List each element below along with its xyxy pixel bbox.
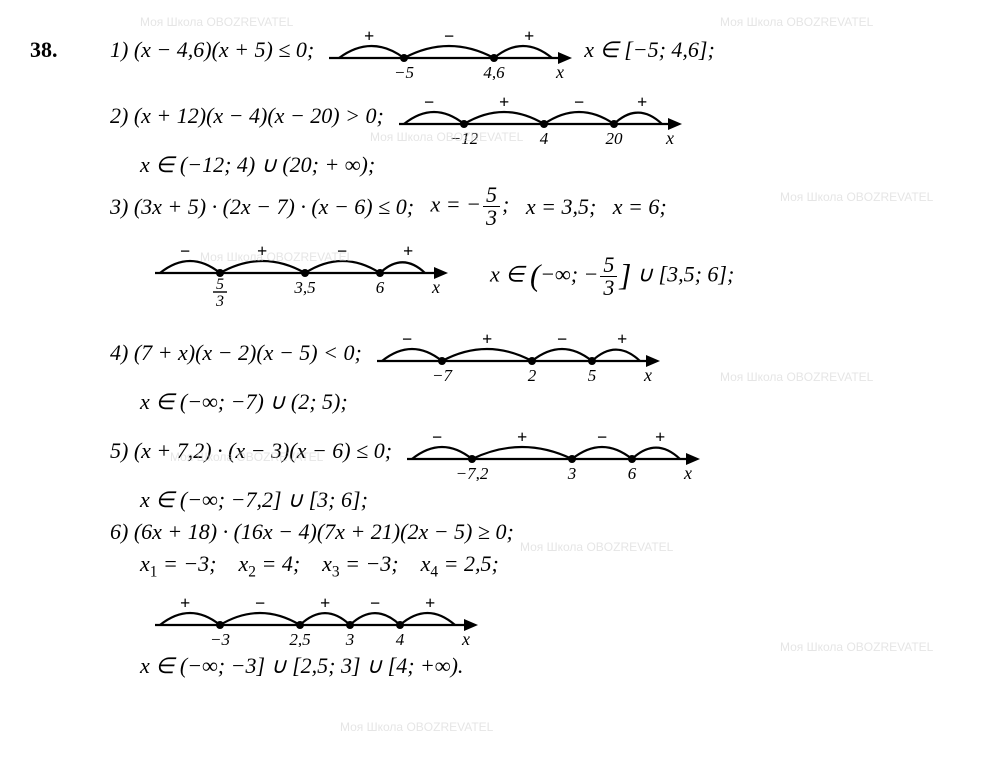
svg-text:−: −	[370, 593, 381, 613]
svg-text:−7: −7	[432, 366, 453, 383]
watermark: Моя Школа OBOZREVATEL	[340, 720, 493, 734]
svg-text:−: −	[597, 427, 608, 447]
svg-text:6: 6	[628, 464, 637, 481]
p5-chart: −7,2 3 6 − + − + x	[402, 421, 702, 481]
p3-num: 3)	[110, 194, 128, 220]
svg-text:−: −	[255, 593, 266, 613]
p4-answer: x ∈ (−∞; −7) ∪ (2; 5);	[140, 389, 348, 415]
svg-text:−: −	[401, 329, 412, 349]
svg-text:3,5: 3,5	[293, 278, 315, 297]
svg-text:x: x	[643, 365, 652, 383]
svg-text:−: −	[180, 241, 191, 261]
p3-root1: x = −53;	[431, 184, 510, 229]
svg-text:+: +	[257, 241, 267, 261]
p3-root3: x = 6;	[613, 194, 667, 220]
p1-num: 1)	[110, 37, 128, 63]
svg-text:−3: −3	[210, 630, 230, 647]
svg-text:+: +	[180, 593, 190, 613]
svg-text:+: +	[655, 427, 665, 447]
svg-text:−: −	[573, 92, 584, 112]
svg-text:−12: −12	[450, 129, 479, 146]
svg-text:4: 4	[540, 129, 549, 146]
svg-text:x: x	[683, 463, 692, 481]
svg-text:3: 3	[215, 293, 224, 310]
p4-num: 4)	[110, 340, 128, 366]
svg-text:4,6: 4,6	[484, 63, 506, 80]
svg-text:−7,2: −7,2	[456, 464, 489, 481]
p4-expr: (7 + x)(x − 2)(x − 5) < 0;	[134, 340, 362, 366]
svg-text:2: 2	[528, 366, 537, 383]
svg-text:4: 4	[396, 630, 405, 647]
svg-text:−: −	[337, 241, 348, 261]
p1-chart: −5 4,6 + − + x	[324, 20, 574, 80]
p6-root: x3 = −3;	[322, 551, 399, 581]
p1-expr: (x − 4,6)(x + 5) ≤ 0;	[134, 37, 314, 63]
p6-root: x2 = 4;	[239, 551, 301, 581]
p1-answer: x ∈ [−5; 4,6];	[584, 37, 715, 63]
p6-roots: x1 = −3; x2 = 4; x3 = −3; x4 = 2,5;	[140, 551, 969, 581]
p3-answer: x ∈ (−∞; −53] ∪ [3,5; 6];	[490, 254, 734, 299]
p5-expr: (x + 7,2) · (x − 3)(x − 6) ≤ 0;	[134, 438, 392, 464]
p6-num: 6)	[110, 519, 128, 545]
svg-text:+: +	[403, 241, 413, 261]
p6-expr: (6x + 18) · (16x − 4)(7x + 21)(2x − 5) ≥…	[134, 519, 514, 545]
svg-text:x: x	[461, 629, 470, 647]
svg-text:−5: −5	[394, 63, 414, 80]
svg-text:+: +	[617, 329, 627, 349]
svg-text:20: 20	[605, 129, 623, 146]
p3-chart: 53 3,5 6 − + − + x	[150, 235, 450, 317]
p6-chart: −3 2,5 3 4 + − + − + x	[150, 587, 480, 647]
svg-text:+: +	[517, 427, 527, 447]
p6-root: x4 = 2,5;	[421, 551, 499, 581]
p5-answer: x ∈ (−∞; −7,2] ∪ [3; 6];	[140, 487, 368, 513]
svg-text:+: +	[364, 26, 374, 46]
svg-text:+: +	[524, 26, 534, 46]
problem-number: 38.	[30, 37, 80, 63]
svg-text:+: +	[320, 593, 330, 613]
svg-text:−: −	[444, 26, 455, 46]
p5-num: 5)	[110, 438, 128, 464]
svg-text:x: x	[555, 62, 564, 80]
svg-text:3: 3	[345, 630, 355, 647]
p2-num: 2)	[110, 103, 128, 129]
svg-text:5: 5	[588, 366, 597, 383]
p6-answer: x ∈ (−∞; −3] ∪ [2,5; 3] ∪ [4; +∞).	[140, 653, 463, 679]
p4-chart: −7 2 5 − + − + x	[372, 323, 662, 383]
svg-text:+: +	[482, 329, 492, 349]
p6-root: x1 = −3;	[140, 551, 217, 581]
svg-text:x: x	[665, 128, 674, 146]
p2-chart: −12 4 20 − + − + x	[394, 86, 684, 146]
p3-root2: x = 3,5;	[526, 194, 596, 220]
svg-text:+: +	[425, 593, 435, 613]
svg-text:5: 5	[216, 276, 224, 293]
svg-text:6: 6	[376, 278, 385, 297]
svg-text:−: −	[556, 329, 567, 349]
svg-text:−: −	[423, 92, 434, 112]
svg-text:+: +	[637, 92, 647, 112]
p3-expr: (3x + 5) · (2x − 7) · (x − 6) ≤ 0;	[134, 194, 414, 220]
svg-text:2,5: 2,5	[289, 630, 310, 647]
svg-text:x: x	[431, 277, 440, 297]
svg-text:+: +	[499, 92, 509, 112]
svg-text:3: 3	[567, 464, 577, 481]
p2-expr: (x + 12)(x − 4)(x − 20) > 0;	[134, 103, 384, 129]
svg-text:−: −	[432, 427, 443, 447]
p2-answer: x ∈ (−12; 4) ∪ (20; + ∞);	[140, 152, 375, 178]
